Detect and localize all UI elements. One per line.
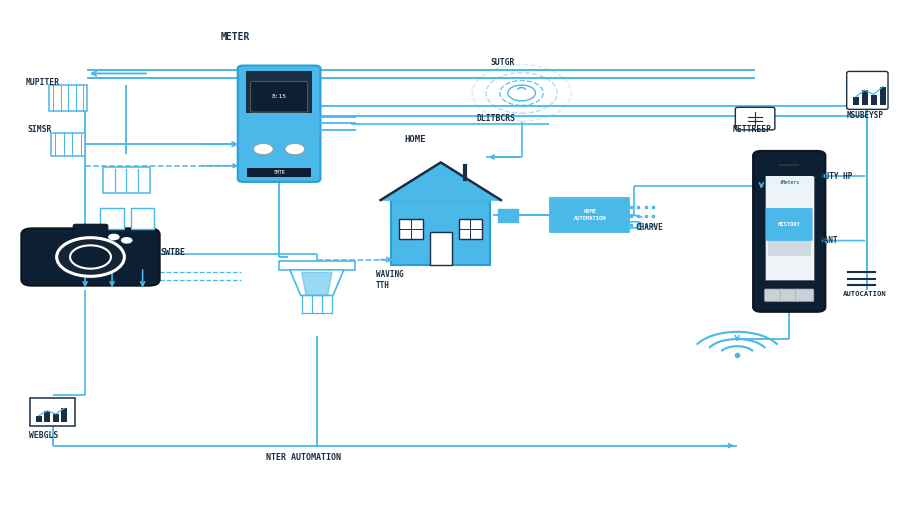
Text: iMeters: iMeters xyxy=(779,180,799,185)
Circle shape xyxy=(254,143,274,155)
FancyBboxPatch shape xyxy=(246,71,312,113)
Text: HOME
AUTOMATION: HOME AUTOMATION xyxy=(573,209,606,221)
FancyBboxPatch shape xyxy=(50,85,87,112)
Circle shape xyxy=(108,234,120,241)
FancyBboxPatch shape xyxy=(22,228,159,286)
FancyBboxPatch shape xyxy=(31,398,76,426)
Text: METER: METER xyxy=(220,31,250,42)
Circle shape xyxy=(285,143,305,155)
FancyBboxPatch shape xyxy=(499,209,518,222)
FancyBboxPatch shape xyxy=(392,200,491,265)
FancyBboxPatch shape xyxy=(73,224,108,238)
Text: SUTGR: SUTGR xyxy=(491,58,515,67)
FancyBboxPatch shape xyxy=(101,208,123,229)
Text: CHARVE: CHARVE xyxy=(635,223,663,232)
Text: HOME: HOME xyxy=(405,135,427,143)
FancyBboxPatch shape xyxy=(238,66,320,182)
FancyBboxPatch shape xyxy=(768,242,811,256)
Text: SIMSR: SIMSR xyxy=(28,125,52,134)
FancyBboxPatch shape xyxy=(871,95,877,105)
FancyBboxPatch shape xyxy=(459,219,482,239)
Text: 8:15: 8:15 xyxy=(272,94,286,99)
FancyBboxPatch shape xyxy=(400,219,423,239)
FancyBboxPatch shape xyxy=(765,176,814,280)
Polygon shape xyxy=(290,270,344,296)
FancyBboxPatch shape xyxy=(104,167,149,193)
FancyBboxPatch shape xyxy=(735,107,775,130)
FancyBboxPatch shape xyxy=(766,176,813,189)
Text: METTREEP: METTREEP xyxy=(733,125,771,134)
Circle shape xyxy=(508,85,536,101)
FancyBboxPatch shape xyxy=(14,13,886,501)
FancyBboxPatch shape xyxy=(61,408,68,421)
FancyBboxPatch shape xyxy=(753,151,825,311)
Text: SWTBE: SWTBE xyxy=(160,248,185,258)
FancyBboxPatch shape xyxy=(765,289,783,301)
FancyBboxPatch shape xyxy=(550,198,629,232)
FancyBboxPatch shape xyxy=(430,232,452,265)
Text: WAVING
TTH: WAVING TTH xyxy=(376,270,404,290)
FancyBboxPatch shape xyxy=(780,289,798,301)
Text: MUPITER: MUPITER xyxy=(26,78,60,87)
FancyBboxPatch shape xyxy=(51,133,86,156)
FancyBboxPatch shape xyxy=(862,90,868,105)
Text: SMTR: SMTR xyxy=(274,170,285,175)
Circle shape xyxy=(70,245,111,269)
FancyBboxPatch shape xyxy=(247,168,311,177)
FancyBboxPatch shape xyxy=(250,81,308,112)
FancyBboxPatch shape xyxy=(766,208,813,241)
Text: HISTORY: HISTORY xyxy=(778,222,801,227)
FancyBboxPatch shape xyxy=(36,416,41,421)
Text: SUTY HP: SUTY HP xyxy=(820,172,852,180)
Text: NTER AUTOMATION: NTER AUTOMATION xyxy=(266,453,340,463)
FancyBboxPatch shape xyxy=(53,414,58,421)
FancyBboxPatch shape xyxy=(279,261,355,270)
FancyBboxPatch shape xyxy=(130,208,154,229)
Text: DLITBCRS: DLITBCRS xyxy=(477,114,516,123)
FancyBboxPatch shape xyxy=(796,289,814,301)
FancyBboxPatch shape xyxy=(44,411,50,421)
Text: WEBGLS: WEBGLS xyxy=(30,431,58,440)
Circle shape xyxy=(57,237,124,277)
Text: MSUBEYSP: MSUBEYSP xyxy=(847,111,884,120)
Text: DANT: DANT xyxy=(820,236,838,245)
FancyBboxPatch shape xyxy=(847,71,888,109)
Circle shape xyxy=(121,237,132,244)
Polygon shape xyxy=(302,272,332,296)
Polygon shape xyxy=(381,162,501,200)
Text: AUTOCATION: AUTOCATION xyxy=(843,291,886,297)
FancyBboxPatch shape xyxy=(880,87,886,105)
FancyBboxPatch shape xyxy=(853,97,859,105)
